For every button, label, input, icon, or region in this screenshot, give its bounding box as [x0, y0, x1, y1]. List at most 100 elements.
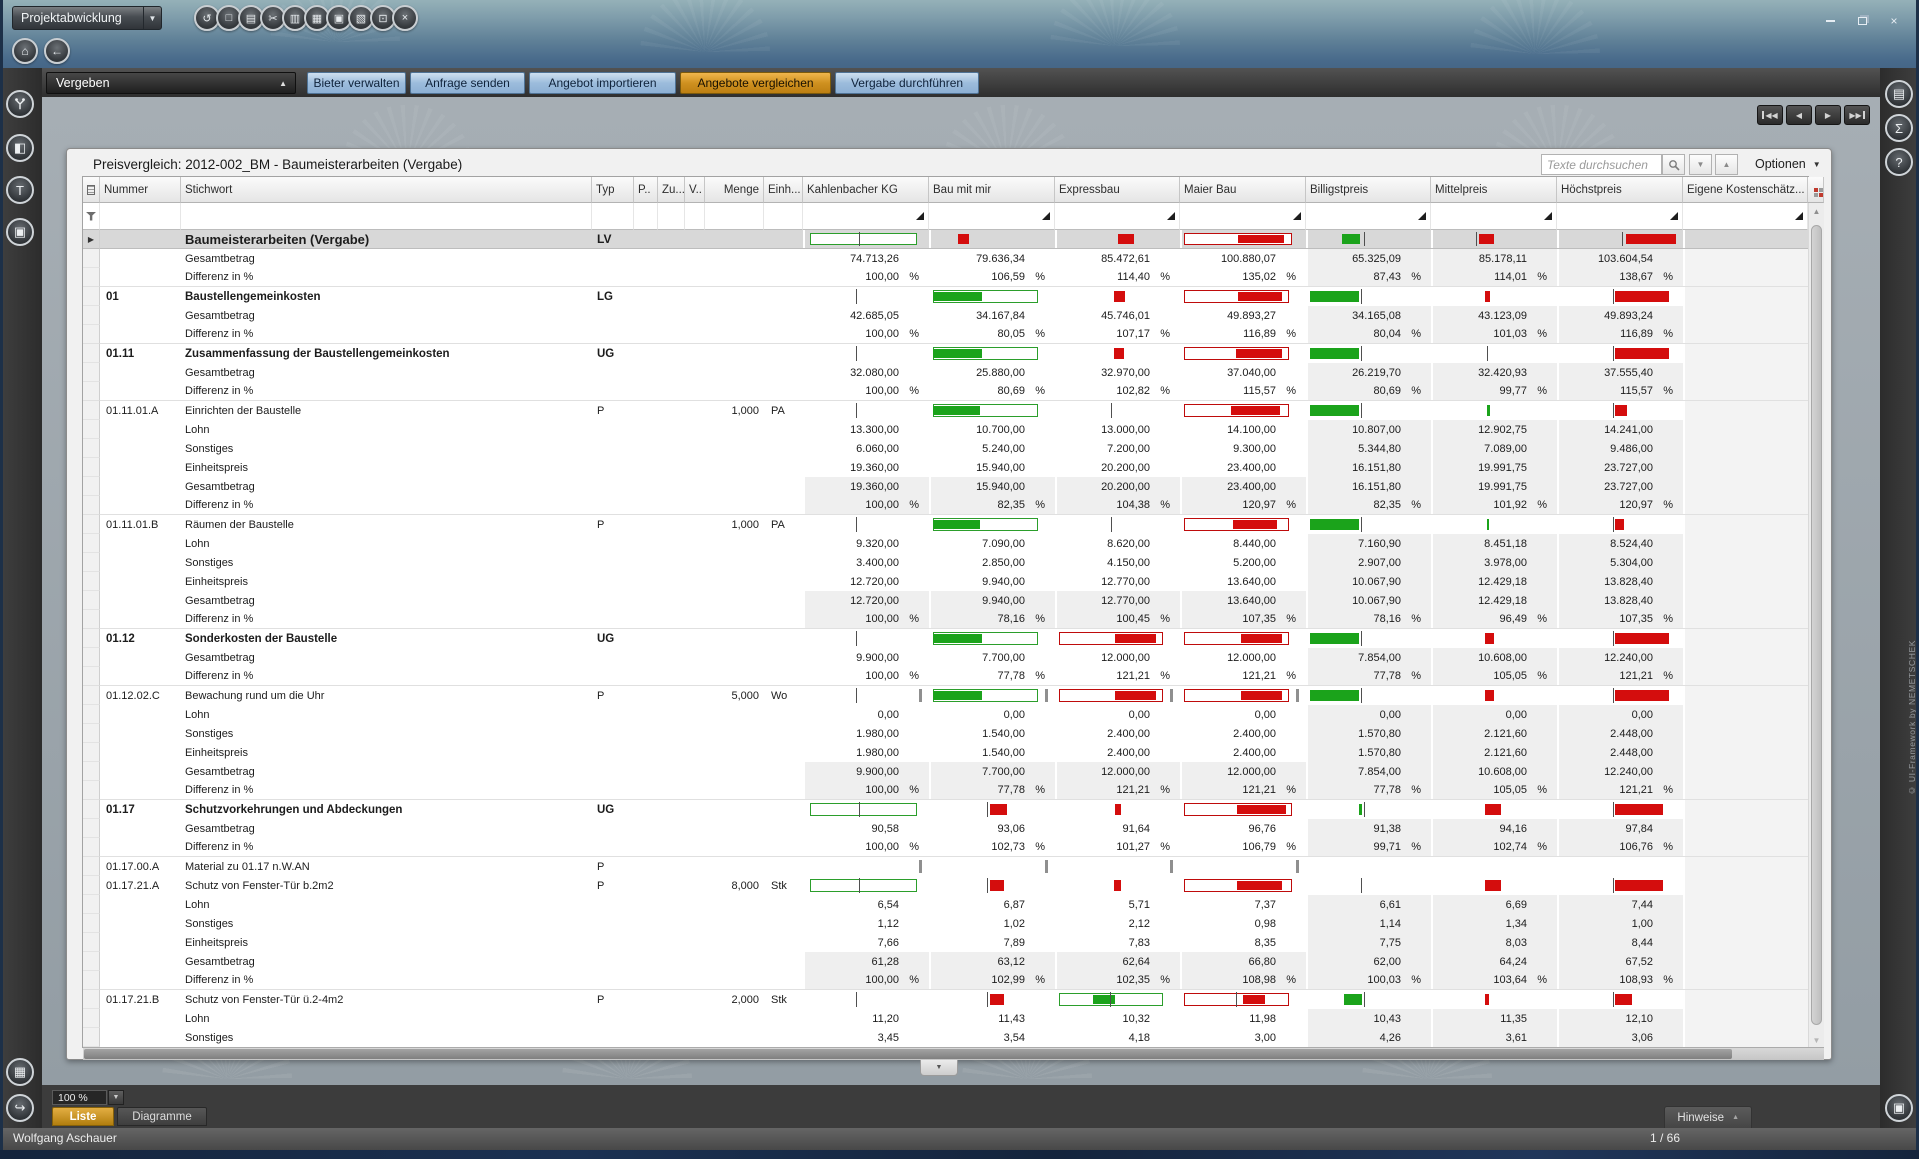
cell-value[interactable]: 77,78%	[929, 667, 1055, 686]
cell-preis[interactable]	[634, 496, 658, 515]
record-next-button[interactable]: ▶	[1815, 105, 1841, 125]
list-settings-icon[interactable]: ▤	[1885, 80, 1913, 108]
cell-zuordnung[interactable]	[658, 249, 685, 268]
cell-typ[interactable]	[592, 724, 634, 743]
cell-value[interactable]: 12.720,00	[803, 572, 929, 591]
cell-value[interactable]: 0,00	[1055, 705, 1180, 724]
cell-menge[interactable]	[705, 857, 764, 876]
cell-nummer[interactable]	[100, 420, 181, 439]
column-header[interactable]: Typ	[592, 177, 634, 203]
cell-bar[interactable]	[1055, 876, 1180, 895]
row-marker-cell[interactable]	[83, 838, 100, 857]
cell-value[interactable]: 43.123,09	[1431, 306, 1557, 325]
cell-menge[interactable]	[705, 268, 764, 287]
cell-eigene-kostenschaetzung[interactable]	[1683, 648, 1808, 667]
cell-value[interactable]: 116,89%	[1557, 325, 1683, 344]
cell-typ[interactable]	[592, 458, 634, 477]
cell-stichwort[interactable]: Räumen der Baustelle	[181, 515, 592, 534]
cell-eigene-kostenschaetzung[interactable]	[1683, 857, 1808, 876]
cell-value[interactable]: 2.400,00	[1180, 743, 1306, 762]
cell-value[interactable]: 121,21%	[1180, 667, 1306, 686]
cell-typ[interactable]: UG	[592, 800, 634, 819]
cell-value[interactable]: 20.200,00	[1055, 458, 1180, 477]
cell-value[interactable]: 1.980,00	[803, 743, 929, 762]
cell-value[interactable]: 82,35%	[1306, 496, 1431, 515]
row-marker-cell[interactable]	[83, 781, 100, 800]
cell-value[interactable]: 106,76%	[1557, 838, 1683, 857]
cell-typ[interactable]: P	[592, 686, 634, 705]
cell-value[interactable]: 7.700,00	[929, 762, 1055, 781]
cell-einheit[interactable]	[764, 496, 803, 515]
filter-cell[interactable]	[1431, 203, 1557, 230]
cell-einheit[interactable]	[764, 781, 803, 800]
cell-einheit[interactable]	[764, 230, 803, 249]
cell-nummer[interactable]	[100, 933, 181, 952]
hints-button[interactable]: Hinweise ▲	[1664, 1106, 1752, 1128]
cell-stichwort[interactable]: Baumeisterarbeiten (Vergabe)	[181, 230, 592, 249]
expand-panel-button[interactable]: ▼	[920, 1060, 958, 1076]
cell-nummer[interactable]	[100, 914, 181, 933]
cell-stichwort[interactable]: Sonstiges	[181, 1028, 592, 1047]
cell-value[interactable]: 100,00%	[803, 667, 929, 686]
cell-value[interactable]: 8.524,40	[1557, 534, 1683, 553]
cell-bar[interactable]	[1306, 401, 1431, 420]
cell-nummer[interactable]	[100, 1009, 181, 1028]
cell-value[interactable]: 9.300,00	[1180, 439, 1306, 458]
cell-value[interactable]: 4.150,00	[1055, 553, 1180, 572]
cell-bar[interactable]	[1055, 515, 1180, 534]
cell-value[interactable]: 120,97%	[1180, 496, 1306, 515]
cell-vergabe[interactable]	[685, 382, 705, 401]
cell-nummer[interactable]	[100, 724, 181, 743]
cell-preis[interactable]	[634, 952, 658, 971]
cell-eigene-kostenschaetzung[interactable]	[1683, 496, 1808, 515]
cell-zuordnung[interactable]	[658, 534, 685, 553]
cell-vergabe[interactable]	[685, 762, 705, 781]
cell-menge[interactable]	[705, 458, 764, 477]
column-header[interactable]: Einh...	[764, 177, 803, 203]
cell-einheit[interactable]	[764, 420, 803, 439]
cell-einheit[interactable]	[764, 572, 803, 591]
cell-bar[interactable]	[1180, 686, 1306, 705]
filter-cell[interactable]	[685, 203, 705, 230]
column-header[interactable]: V..	[685, 177, 705, 203]
cell-stichwort[interactable]: Gesamtbetrag	[181, 306, 592, 325]
cell-value[interactable]: 7.090,00	[929, 534, 1055, 553]
row-marker-cell[interactable]	[83, 667, 100, 686]
cell-menge[interactable]	[705, 496, 764, 515]
cell-eigene-kostenschaetzung[interactable]	[1683, 838, 1808, 857]
filter-cell[interactable]	[592, 203, 634, 230]
cell-nummer[interactable]	[100, 971, 181, 990]
cell-typ[interactable]	[592, 1028, 634, 1047]
cell-value[interactable]: 3,00	[1180, 1028, 1306, 1047]
cell-bar[interactable]	[803, 230, 929, 249]
cell-eigene-kostenschaetzung[interactable]	[1683, 1028, 1808, 1047]
cell-value[interactable]: 8,03	[1431, 933, 1557, 952]
cell-value[interactable]: 14.241,00	[1557, 420, 1683, 439]
cell-eigene-kostenschaetzung[interactable]	[1683, 914, 1808, 933]
cell-value[interactable]: 13.640,00	[1180, 572, 1306, 591]
cell-value[interactable]: 3,61	[1431, 1028, 1557, 1047]
cell-value[interactable]: 1.540,00	[929, 724, 1055, 743]
cell-value[interactable]: 91,64	[1055, 819, 1180, 838]
cell-bar[interactable]	[1431, 629, 1557, 648]
cell-vergabe[interactable]	[685, 420, 705, 439]
cell-eigene-kostenschaetzung[interactable]	[1683, 1009, 1808, 1028]
cell-stichwort[interactable]: Differenz in %	[181, 781, 592, 800]
cell-value[interactable]: 108,93%	[1557, 971, 1683, 990]
cell-menge[interactable]	[705, 363, 764, 382]
cell-bar[interactable]	[803, 990, 929, 1009]
row-marker-cell[interactable]	[83, 439, 100, 458]
row-marker-cell[interactable]	[83, 895, 100, 914]
cell-menge[interactable]	[705, 610, 764, 629]
cell-bar[interactable]	[1431, 800, 1557, 819]
cell-eigene-kostenschaetzung[interactable]	[1683, 572, 1808, 591]
cell-nummer[interactable]	[100, 895, 181, 914]
cell-preis[interactable]	[634, 895, 658, 914]
cell-value[interactable]: 101,92%	[1431, 496, 1557, 515]
filter-cell[interactable]	[1683, 203, 1808, 230]
cell-bar[interactable]	[929, 876, 1055, 895]
cell-vergabe[interactable]	[685, 306, 705, 325]
cell-stichwort[interactable]: Einheitspreis	[181, 572, 592, 591]
cell-preis[interactable]	[634, 876, 658, 895]
cell-bar[interactable]	[1306, 344, 1431, 363]
